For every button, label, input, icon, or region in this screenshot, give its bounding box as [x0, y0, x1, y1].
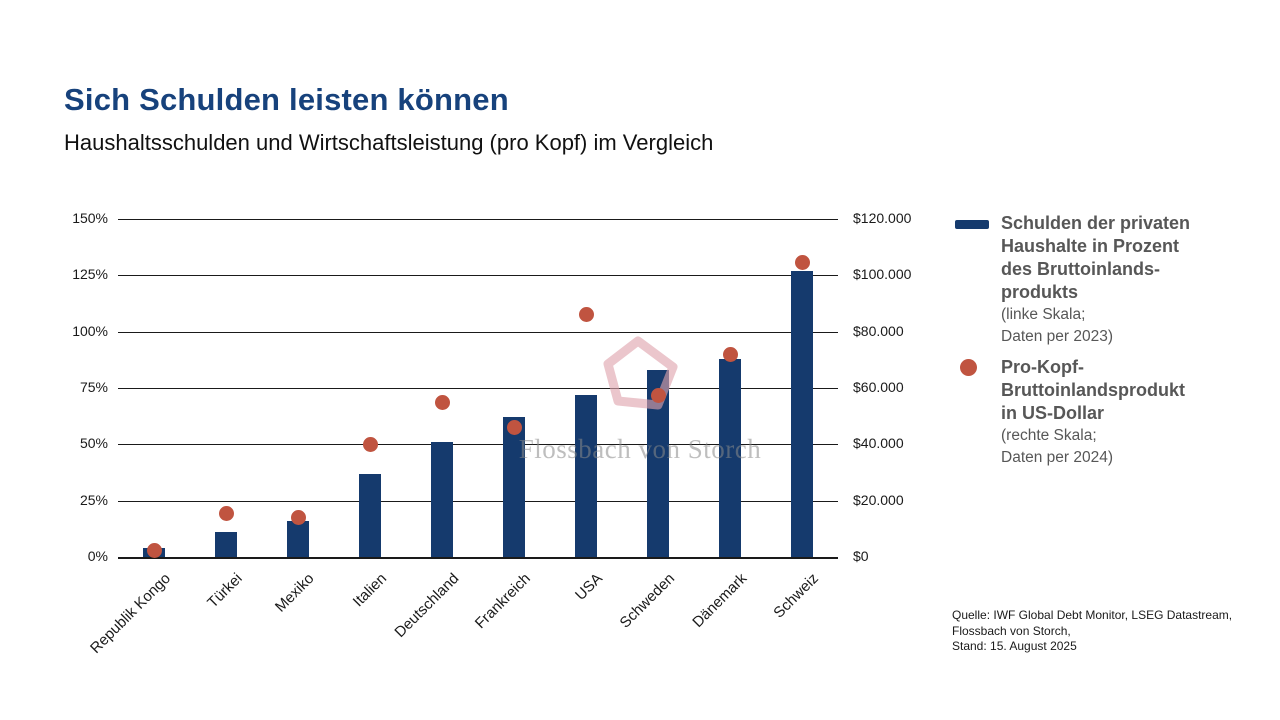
dot-usa: [578, 307, 594, 323]
legend-item-household-debt: Schulden der privaten Haushalte in Proze…: [952, 212, 1190, 348]
bar-series-swatch-icon: [955, 220, 989, 229]
bar-deutschland: [431, 442, 453, 557]
left-axis-tick: 125%: [72, 266, 108, 283]
category-label-deutschland: Deutschland: [391, 570, 463, 641]
dot-schweden: [650, 387, 666, 403]
legend-swatch-col: [952, 212, 1001, 348]
category-label-republik-kongo: Republik Kongo: [87, 570, 175, 657]
watermark-text: Flossbach von Storch: [518, 434, 762, 464]
plot-area: Flossbach von Storch 150% $120.000 125% $10…: [72, 210, 911, 657]
right-axis-tick: $120.000: [853, 210, 912, 226]
category-label-usa: USA: [572, 570, 607, 604]
legend-line: Bruttoinlandsprodukt: [1001, 380, 1185, 400]
right-axis-tick: $100.000: [853, 266, 912, 283]
legend-item-gdp-per-capita: Pro-Kopf- Bruttoinlandsprodukt in US-Dol…: [952, 356, 1185, 469]
right-axis-tick: $20.000: [853, 491, 904, 508]
gridline-75-: [118, 388, 838, 389]
dot-italien: [362, 436, 378, 452]
gridline-0-: [118, 557, 838, 559]
bar-usa: [575, 394, 597, 557]
legend-line: Pro-Kopf-: [1001, 357, 1084, 377]
source-line: Stand: 15. August 2025: [952, 639, 1077, 653]
dot-republik-kongo: [146, 542, 162, 558]
page-title: Sich Schulden leisten können: [64, 82, 509, 117]
category-label-mexiko: Mexiko: [272, 570, 319, 616]
legend-line: (rechte Skala;: [1001, 427, 1097, 444]
legend-text-gdp-per-capita: Pro-Kopf- Bruttoinlandsprodukt in US-Dol…: [1001, 356, 1185, 469]
legend-line: produkts: [1001, 282, 1079, 302]
right-axis-tick: $40.000: [853, 435, 904, 452]
bar-schweiz: [791, 270, 813, 557]
legend-line: in US-Dollar: [1001, 403, 1105, 423]
gridline-150-: [118, 219, 838, 220]
legend-line: Daten per 2023): [1001, 328, 1114, 345]
left-axis-tick: 100%: [72, 322, 108, 339]
bar-dänemark: [719, 358, 741, 557]
right-axis-tick: $0: [853, 548, 869, 564]
right-axis-tick: $60.000: [853, 379, 904, 395]
category-label-italien: Italien: [349, 570, 391, 611]
legend-swatch-col: [952, 356, 1001, 469]
flossbach-logo-watermark-icon: [603, 336, 678, 410]
left-axis-tick: 150%: [72, 210, 108, 226]
dot-schweiz: [794, 255, 810, 271]
category-label-schweiz: Schweiz: [770, 570, 823, 622]
legend-line: Daten per 2024): [1001, 449, 1114, 466]
dot-türkei: [218, 505, 234, 521]
legend-line: (linke Skala;: [1001, 306, 1086, 323]
source-line: Flossbach von Storch,: [952, 623, 1071, 638]
legend-line: Haushalte in Prozent: [1001, 236, 1180, 256]
gridline-100-: [118, 331, 838, 333]
bar-frankreich: [503, 417, 525, 557]
legend-text-household-debt: Schulden der privaten Haushalte in Proze…: [1001, 212, 1190, 348]
dot-series-swatch-icon: [960, 359, 977, 376]
category-label-frankreich: Frankreich: [471, 570, 535, 633]
left-axis-tick: 75%: [79, 379, 108, 395]
bar-schweden: [647, 370, 669, 557]
bar-mexiko: [287, 520, 309, 557]
page-subtitle: Haushaltsschulden und Wirtschaftsleistun…: [64, 130, 714, 155]
bar-türkei: [215, 532, 237, 557]
dot-deutschland: [434, 394, 450, 410]
left-axis-tick: 0%: [87, 548, 108, 564]
category-label-schweden: Schweden: [616, 570, 679, 632]
bar-italien: [359, 473, 381, 557]
left-axis-tick: 50%: [79, 435, 108, 452]
gridline-50-: [118, 444, 838, 446]
right-axis-tick: $80.000: [853, 322, 904, 339]
dot-frankreich: [506, 419, 522, 435]
left-axis-tick: 25%: [79, 491, 108, 508]
gridline-25-: [118, 500, 838, 502]
category-label-dänemark: Dänemark: [689, 570, 751, 631]
dot-dänemark: [722, 346, 738, 362]
source-line: Quelle: IWF Global Debt Monitor, LSEG Da…: [952, 608, 1233, 622]
legend-line: Schulden der privaten: [1001, 213, 1191, 233]
dot-mexiko: [290, 510, 306, 526]
legend-line: des Bruttoinlands-: [1001, 259, 1161, 279]
category-label-türkei: Türkei: [204, 570, 247, 612]
gridline-125-: [118, 275, 838, 277]
source-note: Quelle: IWF Global Debt Monitor, LSEG Da…: [952, 608, 1232, 655]
